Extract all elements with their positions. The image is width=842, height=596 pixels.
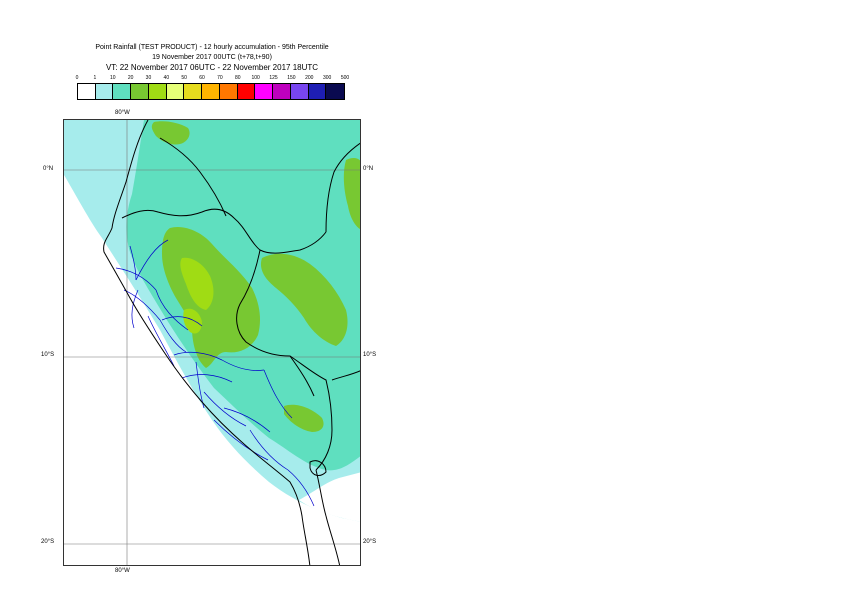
lon-label-top: 80°W [115,110,130,116]
lon-label-bottom: 80°W [115,568,130,574]
colorbar [77,83,345,100]
colorbar-swatch [184,84,203,99]
colorbar-tick-label: 500 [340,75,350,81]
coastline [103,120,311,565]
colorbar-swatch [308,84,327,99]
moderate-rain-area-south [284,404,324,432]
regional-borders [115,239,315,507]
colorbar-tick-label: 125 [269,75,278,81]
border-peru-north [121,208,327,254]
lake-titicaca [309,460,327,476]
country-borders [103,120,360,565]
map-canvas [64,120,360,565]
colorbar-tick-label: 20 [127,75,134,81]
colorbar-tick-label: 80 [235,75,241,81]
colorbar-swatch [219,84,238,99]
border-peru-brazil [236,249,315,397]
colorbar-swatch [131,84,149,99]
colorbar-tick-label: 200 [305,75,314,81]
colorbar-swatch [326,84,344,99]
colorbar-swatch [255,84,274,99]
border-colombia-brazil [325,142,360,233]
colorbar-swatch [113,84,132,99]
colorbar-tick-label: 150 [287,75,296,81]
colorbar-tick-label: 40 [163,75,170,81]
colorbar-swatch [148,84,167,99]
title-line-run: 19 November 2017 00UTC (t+78,t+90) [152,54,272,61]
heavier-rain-core [180,257,214,310]
colorbar-swatch [78,84,96,99]
border-bolivia-chile [315,469,327,517]
colorbar-swatch [202,84,220,99]
border-ecuador-colombia [159,137,227,217]
dry-coastal-land [64,175,360,565]
colorbar-tick-label: 10 [109,75,116,81]
heavier-rain-core-2 [183,308,202,334]
colorbar-tick-label: 30 [145,75,152,81]
colorbar-tick-label: 300 [322,75,332,81]
title-line-product: Point Rainfall (TEST PRODUCT) - 12 hourl… [95,44,329,51]
lat-label-right-10s: 10°S [363,352,377,358]
lat-label-right-20s: 20°S [363,539,377,545]
colorbar-tick-label: 100 [251,75,260,81]
colorbar-tick-label: 50 [181,75,187,81]
border-peru-bolivia [289,355,333,471]
lat-label-left-10s: 10°S [41,352,55,358]
colorbar-swatch [290,84,309,99]
colorbar-swatch [237,84,256,99]
rainfall-map [63,119,361,566]
dry-southern-land [299,472,360,522]
title-line-validity: VT: 22 November 2017 06UTC - 22 November… [105,63,319,72]
colorbar-swatch [95,84,114,99]
colorbar-tick-label: 1 [93,75,97,81]
colorbar-tick-label: 70 [217,75,223,81]
border-chile-argentina [325,515,341,565]
lat-label-left-20s: 20°S [41,539,55,545]
colorbar-swatch [273,84,291,99]
moderate-rain-area-ne [343,158,360,230]
colorbar-swatch [166,84,185,99]
colorbar-tick-label: 60 [199,75,205,81]
lat-label-right-0: 0°N [363,166,374,172]
moderate-rain-area-east [260,253,348,346]
lat-label-left-0: 0°N [43,166,54,172]
colorbar-tick-label: 0 [75,75,79,81]
border-brazil-bolivia [331,370,360,381]
